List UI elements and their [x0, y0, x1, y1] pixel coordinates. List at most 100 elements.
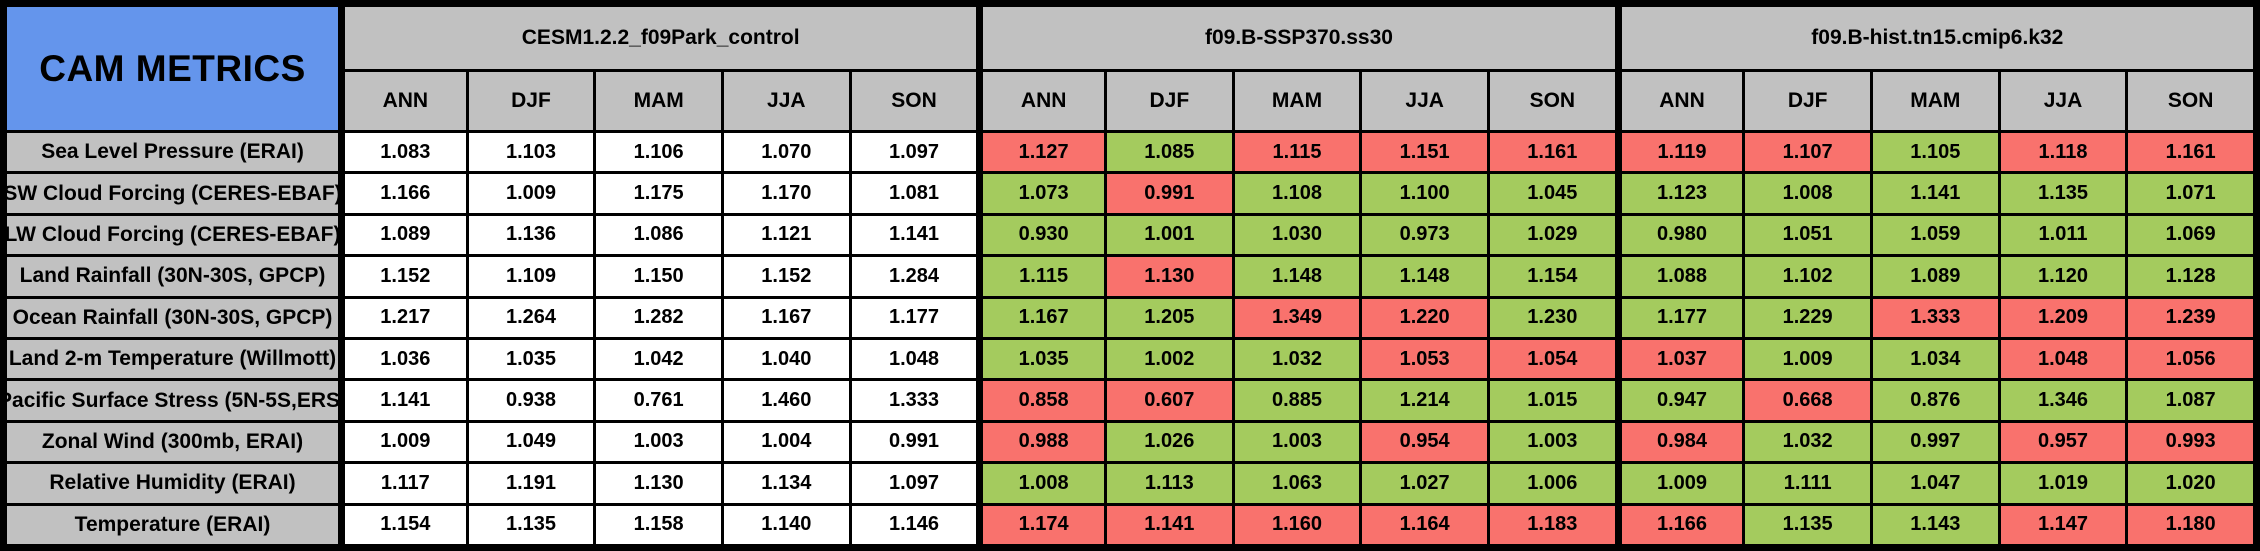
- metric-cell: 1.175: [596, 174, 721, 213]
- season-header: MAM: [1234, 72, 1360, 130]
- metric-cell: 1.333: [851, 381, 977, 420]
- metric-cell: 1.230: [1489, 298, 1615, 337]
- metric-cell: 1.264: [468, 298, 594, 337]
- metric-cell: 1.097: [851, 133, 977, 172]
- metric-cell: 0.991: [1106, 174, 1232, 213]
- metric-cell: 1.106: [596, 133, 721, 172]
- season-header: JJA: [1362, 72, 1487, 130]
- metric-cell: 1.051: [1745, 215, 1870, 255]
- metric-cell: 0.885: [1234, 381, 1360, 420]
- metric-cell: 1.086: [596, 215, 721, 255]
- metric-cell: 1.009: [468, 174, 594, 213]
- metric-cell: 1.123: [1617, 174, 1743, 213]
- metric-cell: 1.349: [1234, 298, 1360, 337]
- metric-cell: 1.004: [723, 422, 849, 462]
- metric-cell: 1.030: [1234, 215, 1360, 255]
- metric-cell: 0.930: [979, 215, 1104, 255]
- metric-cell: 1.217: [341, 298, 466, 337]
- season-header: JJA: [2000, 72, 2126, 130]
- metric-cell: 1.167: [979, 298, 1104, 337]
- season-header: MAM: [1872, 72, 1998, 130]
- metric-cell: 1.148: [1234, 257, 1360, 296]
- season-header: MAM: [596, 72, 721, 130]
- row-label: Land Rainfall (30N-30S, GPCP): [7, 257, 338, 296]
- metric-cell: 1.220: [1362, 298, 1487, 337]
- row-label: SW Cloud Forcing (CERES-EBAF): [7, 174, 338, 213]
- metric-cell: 1.140: [723, 505, 849, 544]
- metric-cell: 1.134: [723, 464, 849, 503]
- metric-cell: 1.056: [2128, 340, 2253, 379]
- metric-cell: 1.180: [2128, 505, 2253, 544]
- metric-cell: 1.035: [979, 340, 1104, 379]
- metric-cell: 1.083: [341, 133, 466, 172]
- metric-cell: 0.973: [1362, 215, 1487, 255]
- row-label: Zonal Wind (300mb, ERAI): [7, 422, 338, 462]
- metric-cell: 1.135: [1745, 505, 1870, 544]
- metric-cell: 1.191: [468, 464, 594, 503]
- metric-cell: 1.011: [2000, 215, 2126, 255]
- metric-cell: 1.177: [851, 298, 977, 337]
- metric-cell: 1.113: [1106, 464, 1232, 503]
- metric-cell: 1.143: [1872, 505, 1998, 544]
- metric-cell: 1.054: [1489, 340, 1615, 379]
- metric-cell: 1.141: [341, 381, 466, 420]
- metric-cell: 1.020: [2128, 464, 2253, 503]
- metric-cell: 1.136: [468, 215, 594, 255]
- metric-cell: 0.954: [1362, 422, 1487, 462]
- metric-cell: 1.040: [723, 340, 849, 379]
- metric-cell: 1.118: [2000, 133, 2126, 172]
- metric-cell: 1.284: [851, 257, 977, 296]
- metric-cell: 1.120: [2000, 257, 2126, 296]
- metric-cell: 1.141: [1872, 174, 1998, 213]
- metric-cell: 1.146: [851, 505, 977, 544]
- metric-cell: 1.047: [1872, 464, 1998, 503]
- metric-cell: 1.150: [596, 257, 721, 296]
- metric-cell: 1.100: [1362, 174, 1487, 213]
- metric-cell: 1.029: [1489, 215, 1615, 255]
- metric-cell: 1.107: [1745, 133, 1870, 172]
- metric-cell: 1.103: [468, 133, 594, 172]
- metric-cell: 1.209: [2000, 298, 2126, 337]
- metric-cell: 1.008: [979, 464, 1104, 503]
- table-title: CAM METRICS: [7, 7, 338, 130]
- metric-cell: 1.006: [1489, 464, 1615, 503]
- metric-cell: 1.128: [2128, 257, 2253, 296]
- metric-cell: 1.161: [1489, 133, 1615, 172]
- metric-cell: 1.167: [723, 298, 849, 337]
- metric-cell: 1.053: [1362, 340, 1487, 379]
- metric-cell: 1.049: [468, 422, 594, 462]
- metric-cell: 1.009: [1745, 340, 1870, 379]
- metric-cell: 1.164: [1362, 505, 1487, 544]
- metric-cell: 1.032: [1234, 340, 1360, 379]
- row-label: Land 2-m Temperature (Willmott): [7, 340, 338, 379]
- metric-cell: 1.460: [723, 381, 849, 420]
- metric-cell: 1.045: [1489, 174, 1615, 213]
- metric-cell: 1.117: [341, 464, 466, 503]
- metric-cell: 0.761: [596, 381, 721, 420]
- metric-cell: 0.988: [979, 422, 1104, 462]
- metric-cell: 1.063: [1234, 464, 1360, 503]
- metric-cell: 0.993: [2128, 422, 2253, 462]
- metric-cell: 1.026: [1106, 422, 1232, 462]
- season-header: DJF: [1106, 72, 1232, 130]
- metric-cell: 0.997: [1872, 422, 1998, 462]
- metric-cell: 1.037: [1617, 340, 1743, 379]
- metric-cell: 1.239: [2128, 298, 2253, 337]
- metric-cell: 1.027: [1362, 464, 1487, 503]
- row-label: Sea Level Pressure (ERAI): [7, 133, 338, 172]
- metric-cell: 1.089: [341, 215, 466, 255]
- metric-cell: 1.001: [1106, 215, 1232, 255]
- metric-cell: 1.183: [1489, 505, 1615, 544]
- metric-cell: 1.121: [723, 215, 849, 255]
- season-header: SON: [2128, 72, 2253, 130]
- metric-cell: 1.147: [2000, 505, 2126, 544]
- metric-cell: 1.158: [596, 505, 721, 544]
- metric-cell: 1.135: [2000, 174, 2126, 213]
- metric-cell: 1.130: [596, 464, 721, 503]
- row-label: Pacific Surface Stress (5N-5S,ERS): [7, 381, 338, 420]
- metric-cell: 0.607: [1106, 381, 1232, 420]
- metric-cell: 1.088: [1617, 257, 1743, 296]
- metric-cell: 1.087: [2128, 381, 2253, 420]
- metric-cell: 1.035: [468, 340, 594, 379]
